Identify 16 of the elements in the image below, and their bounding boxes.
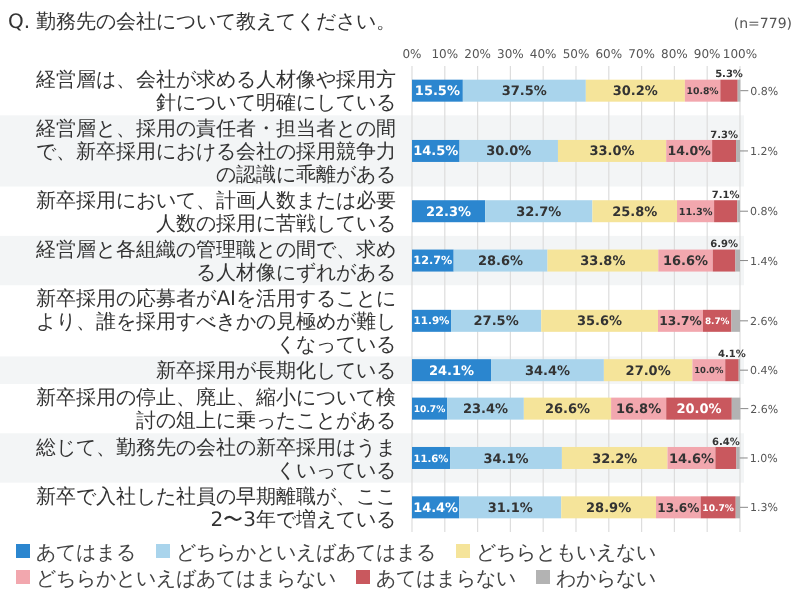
text: Q. 勤務先の会社について教えてください。: [8, 10, 397, 34]
legend-label: どちらかといえばあてはまる: [176, 543, 436, 565]
y-tick-label: 新卒採用が長期化している: [156, 359, 396, 384]
y-tick-label: 新卒採用の応募者がAIを活用することにより、誰を採用すべきかの見極めが難しくなっている: [36, 287, 396, 358]
legend-label: あてはまらない: [376, 569, 516, 591]
y-tick-label: 経営層は、会社が求める人材像や採用方針について明確にしている: [34, 68, 396, 116]
legend-label: あてはまる: [36, 543, 136, 565]
y-tick-label: 経営層と、採用の責任者・担当者との間で、新卒採用における会社の採用競争力の認識に乖離がある: [34, 117, 396, 188]
legend-label: どちらともいえない: [476, 543, 656, 565]
legend-label: どちらかといえばあてはまらない: [36, 569, 336, 591]
y-tick-label: 新卒採用において、計画人数または必要人数の採用に苦戦している: [36, 188, 396, 236]
y-tick-label: 総じて、勤務先の会社の新卒採用はうまくいっている: [34, 435, 396, 483]
y-tick-label: 新卒採用の停止、廃止、縮小について検討の俎上に乗ったことがある: [36, 386, 396, 434]
y-tick-label: 新卒で入社した社員の早期離職が、ここ2〜3年で増えている: [36, 485, 396, 533]
legend-label: わからない: [556, 569, 656, 591]
y-tick-label: 経営層と各組織の管理職との間で、求める人材像にずれがある: [34, 238, 396, 286]
